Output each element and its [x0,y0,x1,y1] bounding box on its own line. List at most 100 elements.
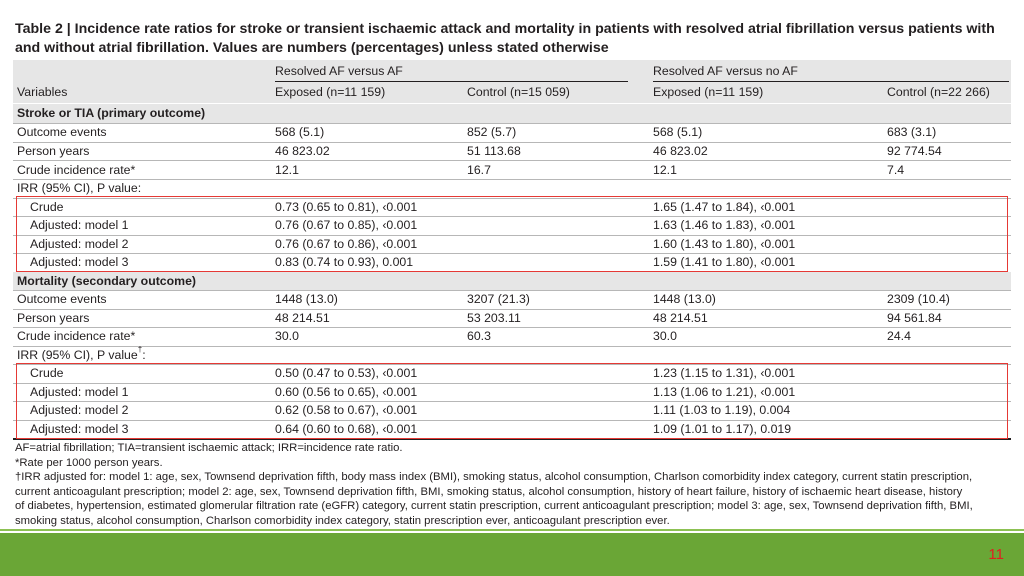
row-label: IRR (95% CI), P value: [17,181,142,195]
divider [13,290,1011,291]
footnote: AF=atrial fibrillation; TIA=transient is… [15,442,403,454]
cell: 568 (5.1) [653,125,703,139]
header-column-row: Variables Exposed (n=11 159) Control (n=… [13,83,1011,102]
table-row: Adjusted: model 2 0.76 (0.67 to 0.86), ‹… [13,235,1011,254]
row-label: Adjusted: model 3 [30,255,129,269]
footnote: of diabetes, hypertension, estimated glo… [15,500,973,513]
cell: 3207 (21.3) [467,292,530,306]
highlight-box-stroke-irr [16,196,1008,272]
exposed-header-2: Exposed (n=11 159) [653,85,764,99]
row-label: Adjusted: model 2 [30,236,129,251]
row-label: Person years [17,310,90,325]
row-label: Adjusted: model 1 [30,384,129,399]
page-number: 11 [988,546,1004,563]
row-label: Crude incidence rate* [17,162,136,177]
cell: 0.73 (0.65 to 0.81), ‹0.001 [275,199,418,214]
control-header-1: Control (n=15 059) [467,85,570,99]
cell: 1.09 (1.01 to 1.17), 0.019 [653,421,792,436]
divider [13,253,1011,254]
row-label: Crude [30,199,64,214]
row-label: Person years [17,144,90,158]
group-label-2: Resolved AF versus no AF [653,64,798,78]
divider [13,234,1011,236]
group-underline-1 [275,81,628,82]
footnote: †IRR adjusted for: model 1: age, sex, To… [15,471,973,484]
cell: 0.76 (0.67 to 0.86), ‹0.001 [275,236,418,251]
footnote-marker: † [137,344,143,354]
row-label: Adjusted: model 2 [30,403,129,417]
divider [13,401,1011,402]
table-row: Adjusted: model 3 0.64 (0.60 to 0.68), ‹… [13,420,1011,439]
cell: 7.4 [887,162,905,177]
cell: 24.4 [887,329,911,343]
divider [13,327,1011,328]
section-title: Stroke or TIA (primary outcome) [17,106,206,120]
divider [13,197,1011,199]
table-row: Adjusted: model 1 0.76 (0.67 to 0.85), ‹… [13,216,1011,235]
table-row: Adjusted: model 1 0.60 (0.56 to 0.65), ‹… [13,383,1011,402]
row-label: IRR (95% CI), P value†: [17,344,146,365]
cell: 1.65 (1.47 to 1.84), ‹0.001 [653,199,796,214]
cell: 0.76 (0.67 to 0.85), ‹0.001 [275,218,418,232]
divider [13,122,1011,124]
highlight-box-mortality-irr [16,363,1008,439]
cell: 48 214.51 [653,310,708,325]
table-row: Outcome events 568 (5.1) 852 (5.7) 568 (… [13,123,1011,142]
cell: 46 823.02 [653,144,708,158]
cell: 683 (3.1) [887,125,937,139]
variables-header: Variables [17,85,68,99]
cell: 12.1 [653,162,677,177]
table-row: Outcome events 1448 (13.0) 3207 (21.3) 1… [13,290,1011,309]
cell: 46 823.02 [275,144,330,158]
divider [13,308,1011,310]
table-row: Crude incidence rate* 12.1 16.7 12.1 7.4 [13,161,1011,180]
cell: 852 (5.7) [467,125,517,139]
cell: 1448 (13.0) [275,292,338,306]
divider [13,364,1011,365]
section-title: Mortality (secondary outcome) [17,273,197,288]
footnote: *Rate per 1000 person years. [15,456,163,469]
table-row: Crude 0.50 (0.47 to 0.53), ‹0.001 1.23 (… [13,364,1011,383]
irr-label-suffix: : [142,347,146,362]
cell: 51 113.68 [467,144,521,158]
divider [13,419,1011,421]
divider [13,141,1011,143]
group-label-1: Resolved AF versus AF [275,64,403,78]
cell: 0.50 (0.47 to 0.53), ‹0.001 [275,366,418,380]
cell: 53 203.11 [467,310,521,325]
table-row: Adjusted: model 2 0.62 (0.58 to 0.67), ‹… [13,401,1011,420]
cell: 1.23 (1.15 to 1.31), ‹0.001 [653,366,796,380]
cell: 30.0 [653,329,677,343]
cell: 1.63 (1.46 to 1.83), ‹0.001 [653,218,796,232]
table-row: Crude 0.73 (0.65 to 0.81), ‹0.001 1.65 (… [13,198,1011,217]
cell: 1.59 (1.41 to 1.80), ‹0.001 [653,255,796,269]
cell: 568 (5.1) [275,125,325,139]
section-header-stroke: Stroke or TIA (primary outcome) [13,104,1011,123]
table-row: Person years 46 823.02 51 113.68 46 823.… [13,142,1011,161]
divider [13,216,1011,217]
cell: 1448 (13.0) [653,292,716,306]
cell: 30.0 [275,329,299,343]
cell: 1.60 (1.43 to 1.80), ‹0.001 [653,236,796,251]
footnote: smoking status, alcohol consumption, Cha… [15,514,670,527]
divider [13,382,1011,384]
footer-accent-line [0,529,1024,531]
header-group-row: Resolved AF versus AF Resolved AF versus… [13,62,1011,81]
table-row: Adjusted: model 3 0.83 (0.74 to 0.93), 0… [13,253,1011,272]
cell: 48 214.51 [275,310,330,325]
cell: 2309 (10.4) [887,292,950,306]
divider [13,160,1011,161]
divider [13,345,1011,347]
footer-bar [0,533,1024,576]
cell: 16.7 [467,162,491,177]
row-label: Crude incidence rate* [17,329,136,343]
table-row: Crude incidence rate* 30.0 60.3 30.0 24.… [13,327,1011,346]
cell: 92 774.54 [887,144,942,158]
section-header-mortality: Mortality (secondary outcome) [13,271,1011,290]
irr-label-text: IRR (95% CI), P value [17,347,138,362]
group-underline-2 [653,81,1009,82]
footnote: current anticoagulant prescription; mode… [15,485,963,498]
table-row: IRR (95% CI), P value†: [13,344,1011,365]
cell: 1.13 (1.06 to 1.21), ‹0.001 [653,384,796,399]
